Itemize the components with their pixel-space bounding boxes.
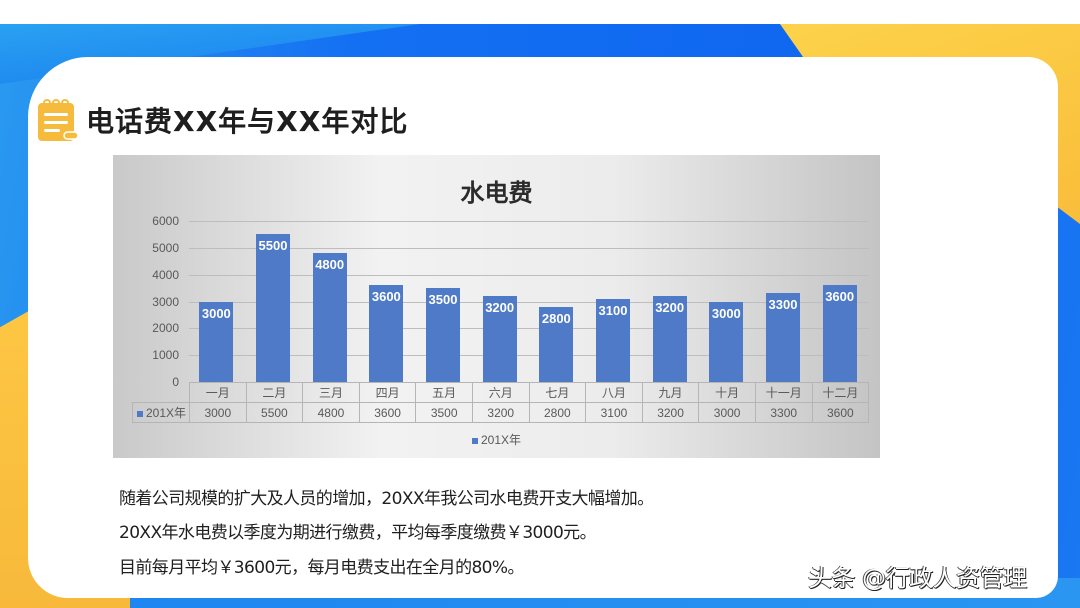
bar: 3000: [709, 301, 744, 382]
series-name: 201X年: [146, 406, 187, 420]
plot-area: 0 1000 2000 3000 4000 5000 6000 3000 5500 4800 360…: [152, 214, 869, 389]
bar: 4800: [312, 253, 347, 382]
table-value-cell: 2800: [528, 402, 587, 423]
category-label: 五月: [415, 382, 473, 403]
y-axis-tick-label: 1000: [152, 348, 179, 363]
bar-data-label: 2800: [541, 310, 571, 326]
bar: 3000: [199, 301, 234, 382]
gridline: [189, 355, 869, 357]
bar-data-label: 3500: [428, 292, 458, 308]
gridline: [189, 247, 869, 249]
bar: 3100: [596, 298, 630, 382]
bar-data-label: 3600: [825, 289, 855, 305]
gridline: [189, 301, 869, 303]
bar: 3300: [766, 293, 800, 382]
gridline: [189, 274, 869, 276]
bar: 3200: [482, 296, 517, 382]
category-label: 九月: [641, 382, 700, 403]
slide-header: 电话费XX年与XX年对比: [36, 96, 408, 144]
category-label: 一月: [189, 382, 247, 403]
slide-title: 电话费XX年与XX年对比: [86, 105, 409, 138]
gridline: [189, 221, 869, 222]
category-label: 七月: [528, 382, 587, 403]
bar-data-label: 3000: [711, 305, 741, 321]
bar-data-label: 5500: [258, 238, 288, 254]
bar-data-label: 3600: [371, 289, 401, 305]
table-value-cell: 3200: [471, 402, 530, 423]
category-label: 四月: [358, 382, 417, 403]
category-label: 二月: [245, 382, 304, 403]
bar-data-label: 3000: [201, 305, 231, 321]
legend-swatch: [471, 437, 478, 444]
chart-title: 水电费: [460, 179, 533, 207]
table-value-cell: 3300: [754, 402, 813, 423]
bar: 3600: [369, 285, 404, 382]
bar: 3500: [426, 288, 460, 382]
category-label: 三月: [302, 382, 360, 403]
bar-data-label: 3300: [768, 297, 798, 313]
y-axis-tick-label: 0: [172, 375, 179, 389]
bar-data-label: 3200: [655, 300, 685, 316]
notepad-icon: [36, 97, 80, 143]
table-value-cell: 5500: [245, 402, 304, 423]
gridline: [189, 328, 869, 330]
table-value-cell: 3600: [358, 402, 417, 423]
bar-data-label: 4800: [315, 257, 345, 273]
bar-data-label: 3100: [598, 302, 628, 318]
series-name-cell: 201X年: [132, 402, 190, 423]
table-value-cell: 3000: [189, 402, 247, 423]
category-label: 八月: [585, 382, 643, 403]
watermark: 头条 @行政人资管理: [808, 564, 1027, 592]
category-label: 十二月: [811, 382, 870, 403]
body-text-line-2: 20XX年水电费以季度为期进行缴费，平均每季度缴费￥3000元。: [119, 523, 597, 543]
table-value-cell: 4800: [302, 402, 360, 423]
bar: 5500: [256, 234, 290, 382]
bar-chart: 水电费 0 1000 2000 3000 4000 5000 6000 3000 5500 480…: [113, 155, 880, 458]
table-value-cell: 3000: [698, 402, 756, 423]
table-corner: [132, 382, 190, 403]
bar-data-label: 3200: [485, 300, 515, 316]
legend-swatch: [137, 410, 143, 417]
data-table: 一月 二月 三月 四月 五月 六月 七月 八月 九月 十月 十一月 十二月 201X年 3000 5500 4…: [132, 382, 870, 423]
table-value-cell: 3100: [585, 402, 643, 423]
table-value-cell: 3200: [641, 402, 700, 423]
legend-label: 201X年: [480, 433, 522, 447]
table-value-cell: 3500: [415, 402, 473, 423]
y-axis-tick-label: 2000: [152, 321, 179, 336]
category-label: 十一月: [754, 382, 813, 403]
body-text-line-3: 目前每月平均￥3600元，每月电费支出在全月的80%。: [119, 558, 524, 578]
y-axis-tick-label: 5000: [152, 240, 179, 255]
chart-legend: 201X年: [113, 431, 880, 448]
category-label: 六月: [471, 382, 530, 403]
table-value-cell: 3600: [811, 402, 870, 423]
bar: 3200: [652, 296, 687, 382]
y-axis-tick-label: 6000: [152, 214, 179, 228]
y-axis-tick-label: 4000: [152, 267, 179, 282]
y-axis-tick-label: 3000: [152, 294, 179, 309]
bar: 2800: [539, 306, 574, 382]
body-text-line-1: 随着公司规模的扩大及人员的增加，20XX年我公司水电费开支大幅增加。: [119, 489, 654, 509]
bar: 3600: [822, 285, 857, 382]
category-label: 十月: [698, 382, 756, 403]
